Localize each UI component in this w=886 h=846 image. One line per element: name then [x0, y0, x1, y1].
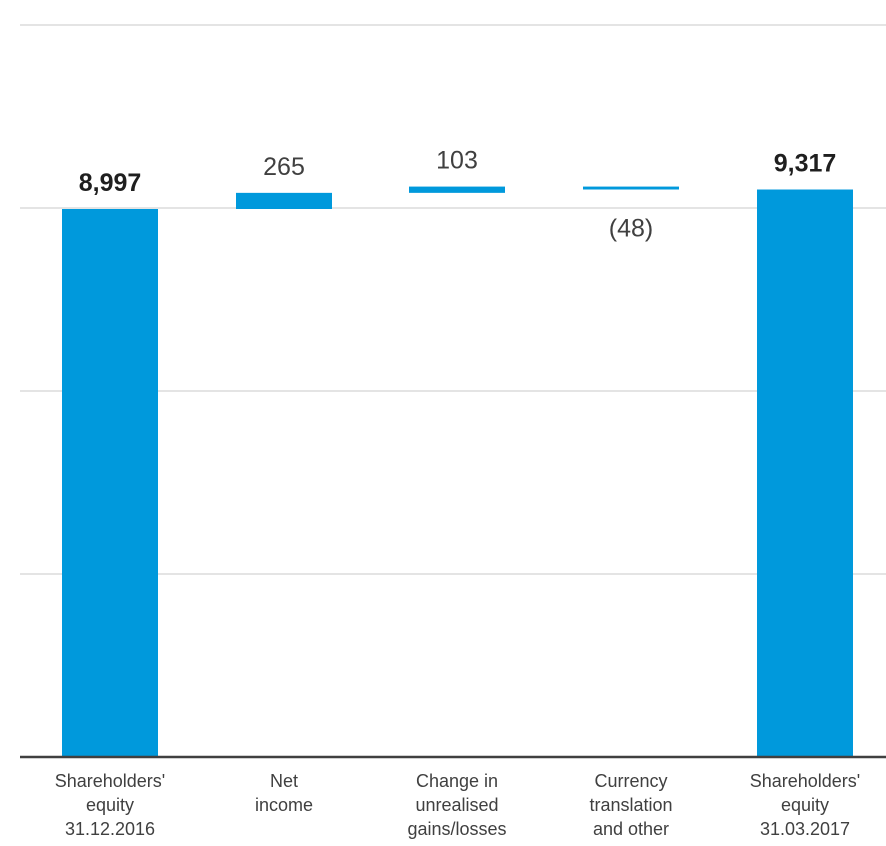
category-label-0-line-0: Shareholders'	[55, 771, 166, 791]
value-label-4: 9,317	[774, 150, 837, 178]
category-label-2-line-1: unrealised	[415, 795, 498, 815]
bars	[62, 186, 853, 758]
value-label-1: 265	[263, 153, 305, 181]
value-label-3: (48)	[609, 215, 653, 243]
category-label-4-line-1: equity	[781, 795, 829, 815]
category-label-3-line-2: and other	[593, 819, 669, 839]
category-label-4-line-0: Shareholders'	[750, 771, 861, 791]
value-labels: 8,997 265 103 (48) 9,317	[79, 147, 837, 243]
bar-0	[62, 209, 158, 757]
category-label-1-line-0: Net	[270, 771, 298, 791]
category-label-0-line-1: equity	[86, 795, 134, 815]
category-label-3-line-1: translation	[589, 795, 672, 815]
gridlines	[20, 24, 886, 575]
category-label-3-line-0: Currency	[594, 771, 667, 791]
category-label-4-line-2: 31.03.2017	[760, 819, 850, 839]
category-labels: Shareholders' equity 31.12.2016 Net income Ch…	[55, 771, 861, 839]
value-label-2: 103	[436, 147, 478, 175]
bar-2	[409, 186, 505, 193]
category-label-1-line-1: income	[255, 795, 313, 815]
category-label-0-line-2: 31.12.2016	[65, 819, 155, 839]
value-label-0: 8,997	[79, 169, 142, 197]
category-label-2-line-2: gains/losses	[407, 819, 506, 839]
bar-1	[236, 192, 332, 209]
bar-3	[583, 186, 679, 190]
bar-4	[757, 189, 853, 758]
category-label-2-line-0: Change in	[416, 771, 498, 791]
